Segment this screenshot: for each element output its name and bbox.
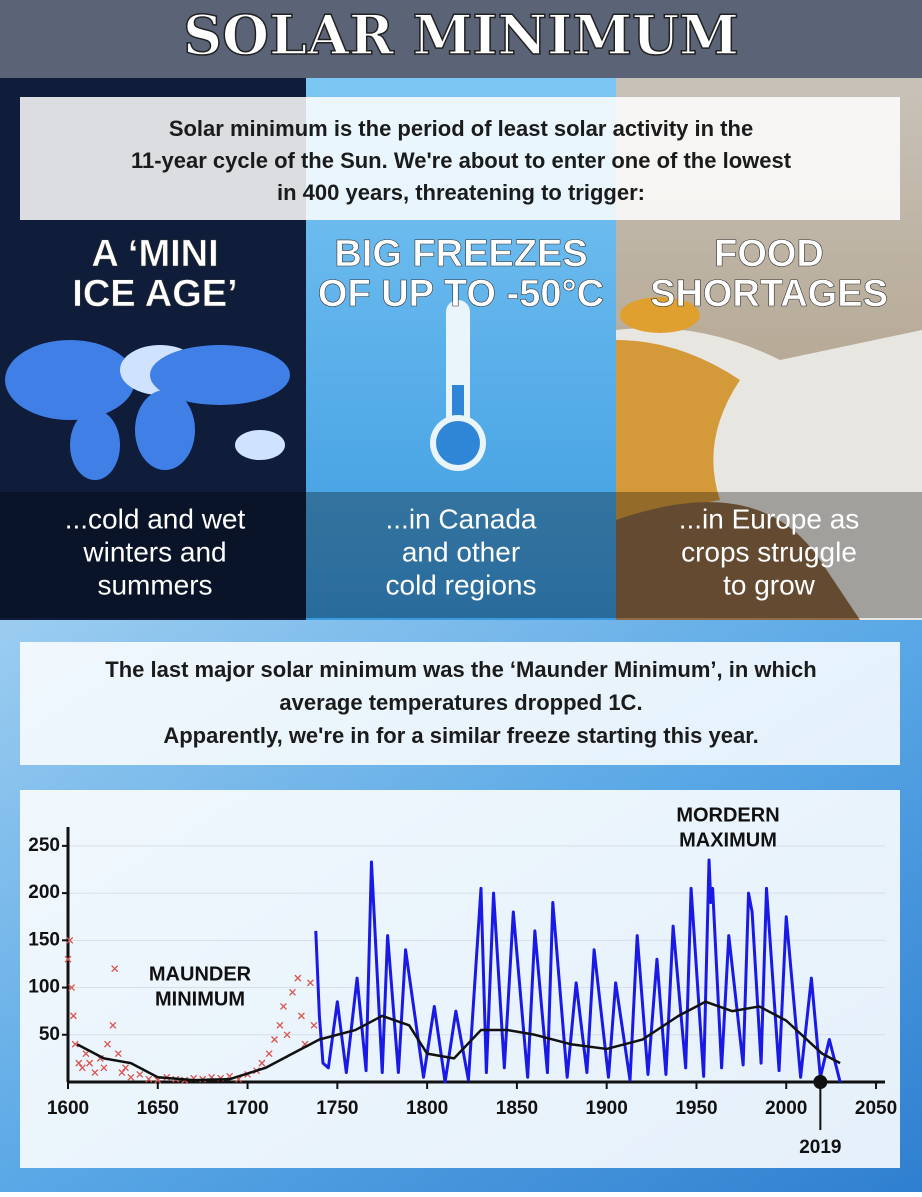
x-tick-label: 1850 [496,1098,538,1119]
data-point [78,1064,86,1072]
x-tick-label: 1700 [226,1098,268,1119]
data-point [283,1031,291,1039]
text-box [20,642,900,765]
data-point [265,1050,273,1058]
annotation: MINIMUM [155,988,245,1010]
y-tick-label: 150 [28,929,60,950]
annotation: MAUNDER [149,963,252,985]
intro-line: 11-year cycle of the Sun. We're about to… [131,148,792,173]
x-tick-label: 1800 [406,1098,448,1119]
y-tick-label: 100 [28,977,60,998]
data-point [68,984,76,992]
data-point [271,1036,278,1043]
panel-caption: to grow [723,569,816,600]
data-point [104,1040,111,1048]
maunder-line: The last major solar minimum was the ‘Ma… [105,657,816,682]
x-tick-label: 2050 [855,1098,897,1119]
marker-dot [813,1075,828,1089]
intro-box [20,97,900,220]
panel-title: BIG FREEZES [334,233,587,275]
y-tick-label: 50 [39,1024,60,1045]
panel-caption: crops struggle [681,536,857,567]
data-point [297,1012,305,1020]
data-point [288,988,296,996]
panel-caption: and other [402,536,520,567]
landscape [616,297,922,620]
data-point [127,1073,135,1081]
intro-line: Solar minimum is the period of least sol… [169,116,753,141]
header-title: SOLAR MINIMUM [183,3,739,67]
panel-caption: winters and [82,536,226,567]
panel-caption: ...cold and wet [65,503,246,534]
data-point [280,1002,287,1010]
data-point [71,1040,79,1048]
marker-label: 2019 [799,1137,841,1158]
data-point [306,979,314,987]
data-point [121,1064,129,1072]
panel-title: A ‘MINI [91,233,218,275]
data-point [82,1050,90,1058]
data-point [64,955,72,963]
data-point [294,974,302,982]
x-tick-label: 2000 [765,1098,807,1119]
maunder-line: average temperatures dropped 1C. [279,690,642,715]
x-tick-label: 1950 [675,1098,717,1119]
data-point [258,1059,266,1067]
data-point [276,1021,284,1029]
data-point [145,1075,153,1083]
panel-caption: ...in Canada [386,503,537,534]
data-point [69,1012,77,1020]
header-bg [0,0,922,78]
panel-title: OF UP TO -50°C [318,273,604,315]
data-point [86,1059,94,1067]
intro-line: in 400 years, threatening to trigger: [277,180,645,205]
x-tick-label: 1750 [316,1098,358,1119]
data-point [100,1064,108,1072]
data-point [66,936,74,944]
chart-box [20,790,900,1168]
thermometer [430,300,486,471]
panel-title: ICE AGE’ [72,273,237,315]
data-point [111,965,119,973]
x-tick-label: 1600 [47,1098,89,1119]
maunder-line: Apparently, we're in for a similar freez… [163,723,758,748]
y-tick-label: 250 [28,835,60,856]
data-point [310,1021,318,1029]
data-point [91,1069,99,1077]
series-line [314,858,842,1084]
panel-title: SHORTAGES [650,273,888,315]
panel-caption: cold regions [386,569,537,600]
world-map [5,340,290,480]
x-tick-label: 1900 [586,1098,628,1119]
annotation: MORDERN [676,804,779,826]
y-tick-label: 200 [28,882,60,903]
caption-band [0,492,922,618]
series-line [76,1000,841,1082]
annotation: MAXIMUM [679,829,777,851]
data-point [118,1069,126,1077]
panel-caption: summers [97,569,212,600]
data-point [114,1050,122,1058]
data-point [109,1021,117,1029]
panel-caption: ...in Europe as [679,503,860,534]
data-point [136,1070,144,1078]
panel-title: FOOD [714,233,824,275]
x-tick-label: 1650 [137,1098,179,1119]
data-point [75,1059,83,1067]
